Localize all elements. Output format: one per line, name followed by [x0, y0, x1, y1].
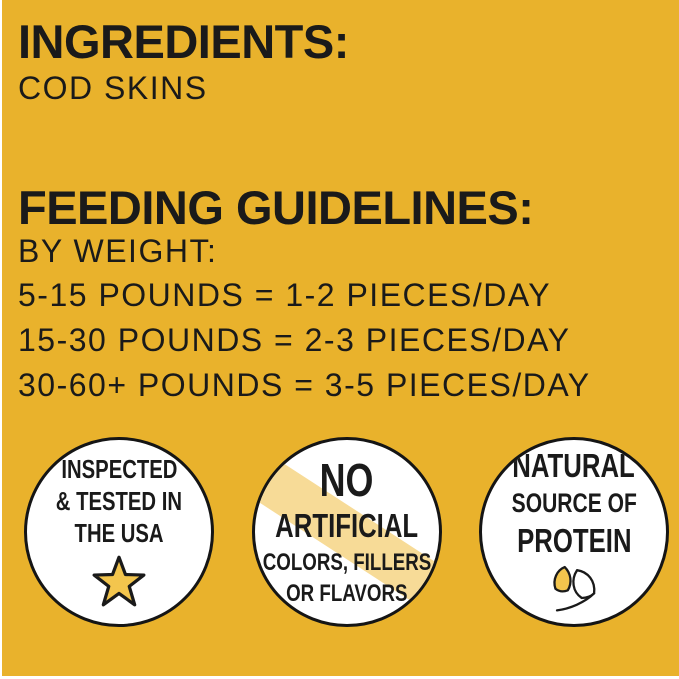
badge-line: OR FLAVORS [285, 580, 408, 607]
leaf-icon [546, 564, 602, 620]
star-icon [92, 555, 146, 612]
badge-line: INSPECTED [60, 453, 178, 484]
badge-inspected-tested-usa: INSPECTED & TESTED IN THE USA [24, 437, 214, 627]
feeding-line-small: 5-15 POUNDS = 1-2 PIECES/DAY [18, 277, 552, 313]
badge-row: INSPECTED & TESTED IN THE USA NO ARTIFIC… [24, 437, 669, 627]
badge-line: THE USA [74, 517, 164, 548]
badge-line: NO [319, 454, 374, 506]
badge-line: COLORS, FILLERS [262, 549, 431, 576]
feeding-guidelines-heading: FEEDING GUIDELINES: [18, 181, 534, 234]
by-weight-subheading: BY WEIGHT: [18, 233, 218, 269]
badge-line: PROTEIN [516, 521, 632, 559]
badge-line: & TESTED IN [55, 485, 183, 516]
badge-natural-protein: NATURAL SOURCE OF PROTEIN [479, 437, 669, 627]
badge-no-artificial: NO ARTIFICIAL COLORS, FILLERS OR FLAVORS [251, 437, 442, 627]
ingredients-value: COD SKINS [18, 70, 208, 106]
badge-line: SOURCE OF [511, 487, 637, 518]
ingredients-heading: INGREDIENTS: [18, 15, 349, 68]
feeding-line-large: 30-60+ POUNDS = 3-5 PIECES/DAY [18, 367, 591, 403]
badge-line: NATURAL [512, 446, 636, 484]
feeding-line-medium: 15-30 POUNDS = 2-3 PIECES/DAY [18, 322, 571, 358]
badge-line: ARTIFICIAL [275, 507, 418, 544]
